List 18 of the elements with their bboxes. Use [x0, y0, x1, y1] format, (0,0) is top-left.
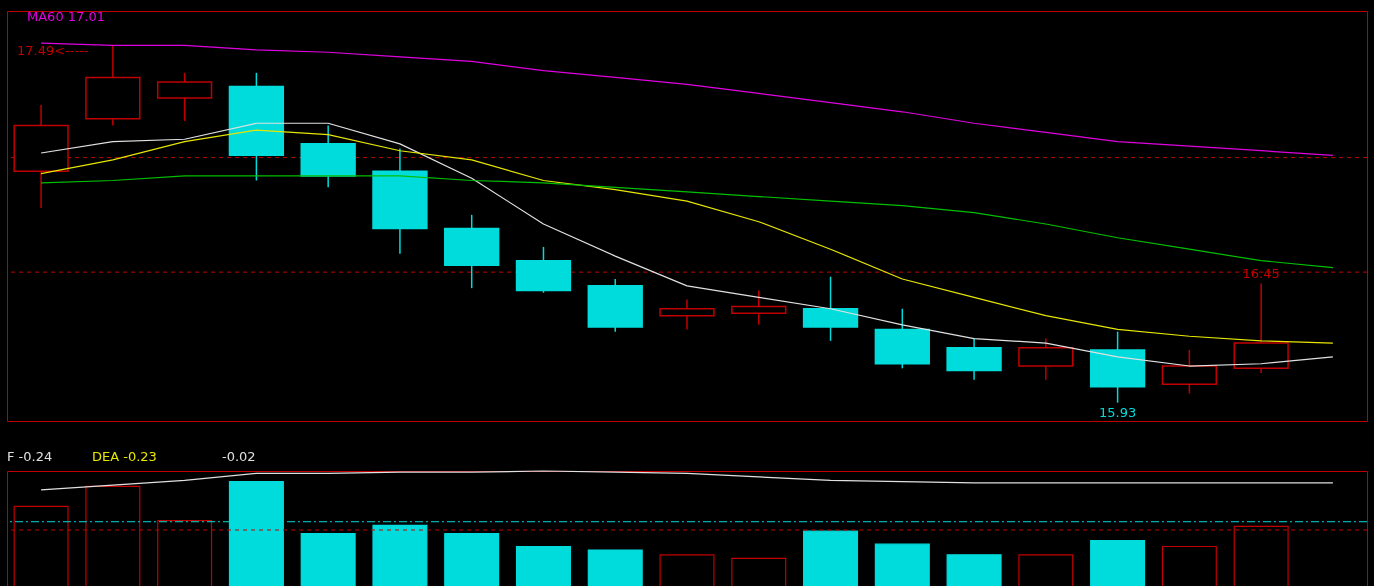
bar — [372, 524, 428, 586]
bar — [515, 545, 571, 586]
annotation: 17.49<----- — [17, 43, 89, 59]
bar — [1090, 540, 1146, 586]
bar — [300, 532, 356, 586]
text: F -0.24 — [7, 449, 53, 464]
bar — [587, 549, 643, 586]
candlestick — [731, 289, 787, 326]
text: DEA -0.23 — [92, 449, 157, 464]
bar — [874, 543, 930, 586]
bar — [444, 532, 500, 586]
annotation: MA60 17.01 — [27, 9, 105, 24]
annotation: 16.45 — [1242, 265, 1280, 281]
candlestick — [659, 298, 715, 331]
bar — [946, 554, 1002, 586]
bar — [803, 530, 859, 586]
text: -0.02 — [222, 449, 256, 464]
annotation: 15.93 — [1099, 404, 1137, 420]
